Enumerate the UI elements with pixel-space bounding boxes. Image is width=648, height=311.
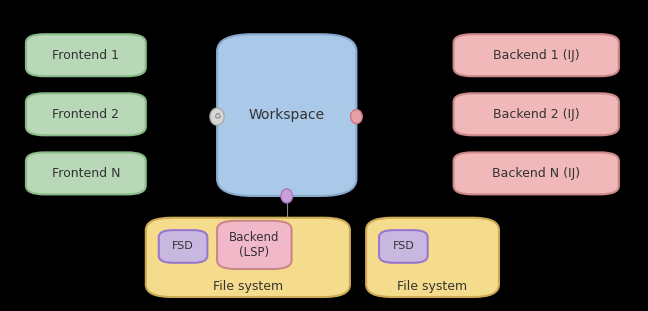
Text: Frontend 2: Frontend 2 <box>52 108 119 121</box>
Text: ♻: ♻ <box>213 112 221 121</box>
Ellipse shape <box>351 110 362 123</box>
Text: Backend 1 (IJ): Backend 1 (IJ) <box>493 49 579 62</box>
Text: File system: File system <box>397 280 468 293</box>
Text: Frontend 1: Frontend 1 <box>52 49 119 62</box>
Text: Frontend N: Frontend N <box>52 167 120 180</box>
Text: Backend N (IJ): Backend N (IJ) <box>492 167 580 180</box>
FancyBboxPatch shape <box>146 218 350 297</box>
FancyBboxPatch shape <box>366 218 499 297</box>
FancyBboxPatch shape <box>217 221 292 269</box>
FancyBboxPatch shape <box>26 152 146 194</box>
FancyBboxPatch shape <box>26 34 146 76</box>
Text: Workspace: Workspace <box>249 108 325 122</box>
FancyBboxPatch shape <box>26 93 146 135</box>
Text: File system: File system <box>213 280 283 293</box>
FancyBboxPatch shape <box>454 34 619 76</box>
Text: Backend
(LSP): Backend (LSP) <box>229 231 279 259</box>
FancyBboxPatch shape <box>454 93 619 135</box>
Text: Backend 2 (IJ): Backend 2 (IJ) <box>493 108 579 121</box>
Ellipse shape <box>281 189 292 203</box>
Ellipse shape <box>210 108 224 125</box>
FancyBboxPatch shape <box>379 230 428 263</box>
Text: FSD: FSD <box>172 241 194 252</box>
Text: FSD: FSD <box>393 241 414 252</box>
FancyBboxPatch shape <box>159 230 207 263</box>
FancyBboxPatch shape <box>217 34 356 196</box>
FancyBboxPatch shape <box>454 152 619 194</box>
